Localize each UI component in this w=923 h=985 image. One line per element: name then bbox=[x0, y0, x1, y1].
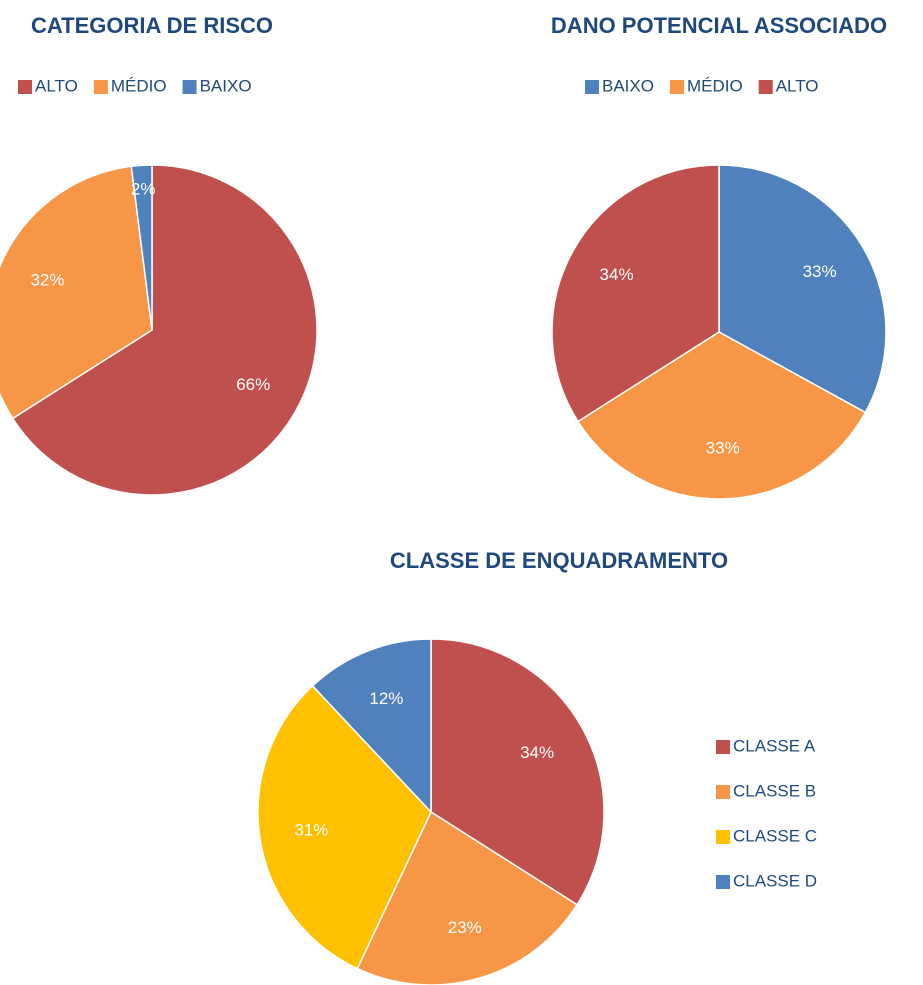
data-label: 12% bbox=[369, 689, 403, 708]
legend-label: CLASSE A bbox=[733, 736, 816, 755]
chart-title: CLASSE DE ENQUADRAMENTO bbox=[390, 548, 728, 573]
pie-slice bbox=[0, 165, 153, 420]
legend-swatch bbox=[93, 80, 108, 94]
pie-slice bbox=[311, 638, 432, 814]
legend-swatch bbox=[182, 80, 197, 94]
data-label: 23% bbox=[448, 918, 482, 937]
data-label: 2% bbox=[131, 180, 156, 199]
legend-label: ALTO bbox=[776, 76, 819, 95]
legend-label: MÉDIO bbox=[111, 76, 167, 95]
data-label: 34% bbox=[520, 743, 554, 762]
pie-slice bbox=[11, 164, 318, 496]
legend-swatch bbox=[716, 740, 730, 754]
data-label: 34% bbox=[600, 265, 634, 284]
legend-swatch bbox=[716, 830, 730, 844]
legend-label: CLASSE D bbox=[733, 871, 817, 890]
chart-title: CATEGORIA DE RISCO bbox=[31, 13, 273, 38]
legend-swatch bbox=[716, 785, 730, 799]
legend-label: BAIXO bbox=[200, 76, 252, 95]
pie-slice bbox=[718, 164, 887, 414]
data-label: 31% bbox=[294, 820, 328, 839]
legend-swatch bbox=[716, 875, 730, 889]
pie-slice bbox=[576, 331, 867, 500]
pie-slice bbox=[130, 164, 153, 331]
data-label: 33% bbox=[803, 262, 837, 281]
legend-swatch bbox=[18, 80, 32, 94]
pie-slice bbox=[356, 810, 579, 985]
legend-swatch bbox=[758, 80, 773, 94]
legend-label: BAIXO bbox=[602, 76, 654, 95]
pie-slice bbox=[551, 164, 720, 423]
legend-label: CLASSE C bbox=[733, 826, 817, 845]
chart-title: DANO POTENCIAL ASSOCIADO bbox=[551, 13, 887, 38]
pie-slice bbox=[430, 638, 605, 906]
legend-label: MÉDIO bbox=[687, 76, 743, 95]
data-label: 66% bbox=[236, 375, 270, 394]
legend-label: CLASSE B bbox=[733, 781, 816, 800]
data-label: 33% bbox=[706, 438, 740, 457]
legend-swatch bbox=[669, 80, 684, 94]
legend-label: ALTO bbox=[35, 76, 78, 95]
pie-slice bbox=[257, 684, 432, 970]
data-label: 32% bbox=[30, 270, 64, 289]
legend-swatch bbox=[585, 80, 599, 94]
